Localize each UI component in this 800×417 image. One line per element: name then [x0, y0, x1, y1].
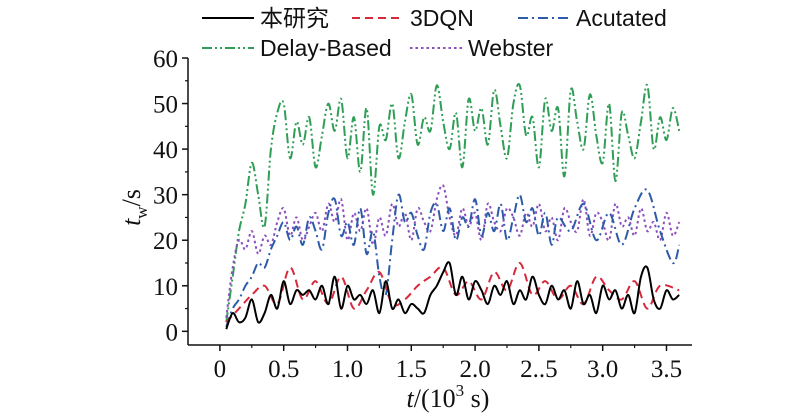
y-tick-label: 40	[153, 137, 178, 164]
x-tick-label: 0.5	[268, 356, 299, 383]
legend-item: Webster	[410, 35, 554, 61]
legend-label: Webster	[468, 35, 554, 61]
legend-label: Acutated	[576, 5, 667, 31]
x-axis-label: t/(103 s)	[407, 381, 490, 413]
legend-item: 本研究	[202, 5, 329, 31]
y-tick-label: 60	[153, 46, 178, 73]
x-tick-label: 0	[214, 356, 227, 383]
y-axis-label: tw/s	[117, 189, 151, 226]
x-tick-label: 1.0	[332, 356, 363, 383]
y-tick-label: 30	[153, 183, 178, 210]
y-ticks: 0 10 20 30 40 50 60	[153, 46, 188, 346]
legend-label: 本研究	[260, 5, 329, 31]
series-line-0	[225, 261, 680, 330]
x-tick-label: 1.5	[396, 356, 427, 383]
y-tick-label: 10	[153, 274, 178, 301]
x-tick-label: 2.0	[459, 356, 490, 383]
series-line-2	[225, 188, 681, 328]
x-ticks: 0 0.5 1.0 1.5 2.0 2..5 3.0 3.5	[214, 345, 682, 383]
legend-label: 3DQN	[410, 5, 474, 31]
series-line-1	[225, 261, 680, 323]
series-line-3	[225, 83, 681, 323]
legend-label: Delay-Based	[260, 35, 392, 61]
y-tick-label: 0	[166, 319, 179, 346]
legend-item: Acutated	[518, 5, 667, 31]
x-tick-label: 3.0	[587, 356, 618, 383]
plot-lines	[225, 83, 681, 330]
legend-item: 3DQN	[352, 5, 474, 31]
x-tick-label: 2..5	[520, 356, 558, 383]
y-tick-label: 50	[153, 92, 178, 119]
y-tick-label: 20	[153, 228, 178, 255]
axes: 0 0.5 1.0 1.5 2.0 2..5 3.0 3.5 0 10 20 30 40 50 60	[153, 46, 692, 383]
x-tick-label: 3.5	[651, 356, 682, 383]
legend-item: Delay-Based	[202, 35, 392, 61]
legend: 本研究 3DQN Acutated Delay-Based Webster	[202, 5, 667, 61]
